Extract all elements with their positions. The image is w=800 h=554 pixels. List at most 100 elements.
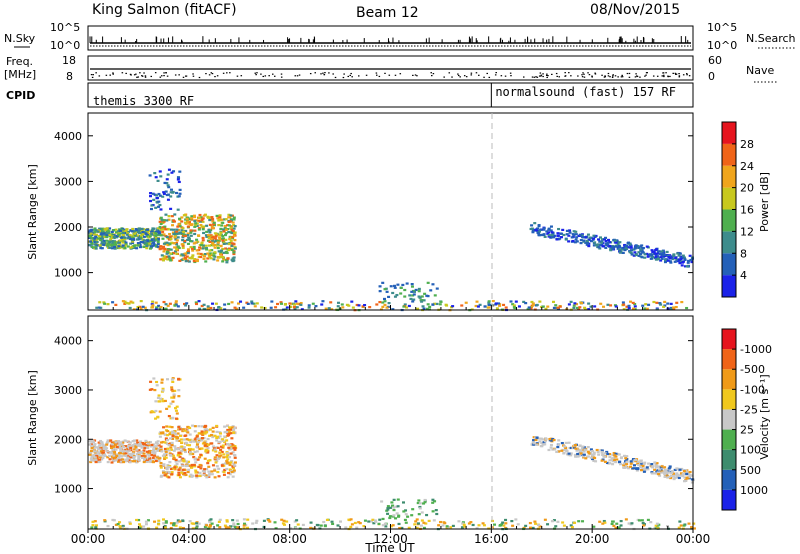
scatter-cell: [200, 219, 204, 222]
scatter-cell: [653, 468, 657, 471]
scatter-cell: [165, 407, 169, 410]
scatter-cell: [103, 235, 107, 239]
scatter-cell: [350, 523, 354, 526]
scatter-cell: [184, 252, 188, 255]
scatter-cell: [385, 306, 389, 309]
scatter-cell: [205, 467, 209, 471]
scatter-cell: [136, 243, 140, 246]
scatter-cell: [186, 220, 190, 223]
scatter-cell: [586, 241, 590, 244]
scatter-cell: [195, 443, 199, 446]
colorbar-swatch: [722, 209, 736, 232]
scatter-cell: [190, 463, 194, 467]
scatter-cell: [150, 230, 154, 233]
scatter-cell: [583, 236, 587, 239]
scatter-cell: [131, 460, 135, 463]
scatter-cell: [690, 478, 694, 481]
scatter-cell: [174, 448, 178, 451]
scatter-cell: [169, 207, 173, 210]
scatter-cell: [175, 252, 179, 255]
scatter-cell: [148, 235, 152, 238]
scatter-cell: [292, 303, 296, 306]
nave-point: [388, 74, 391, 76]
scatter-cell: [212, 223, 216, 226]
scatter-cell: [175, 248, 179, 251]
scatter-cell: [99, 238, 103, 242]
scatter-cell: [180, 441, 184, 444]
scatter-cell: [403, 288, 407, 292]
scatter-cell: [184, 304, 188, 307]
scatter-cell: [213, 243, 217, 247]
scatter-cell: [160, 450, 164, 453]
scatter-cell: [123, 247, 127, 250]
scatter-cell: [183, 221, 187, 224]
scatter-cell: [583, 306, 587, 309]
scatter-cell: [330, 520, 334, 523]
scatter-cell: [438, 303, 442, 306]
scatter-cell: [185, 255, 189, 258]
scatter-cell: [207, 443, 211, 446]
scatter-cell: [132, 445, 136, 448]
scatter-cell: [578, 233, 582, 236]
scatter-cell: [539, 437, 543, 440]
scatter-cell: [180, 449, 184, 452]
scatter-cell: [129, 444, 133, 447]
scatter-cell: [251, 522, 255, 525]
scatter-cell: [217, 224, 221, 227]
nave-point: [130, 74, 132, 76]
scatter-cell: [402, 305, 406, 308]
scatter-cell: [418, 505, 422, 509]
scatter-cell: [112, 441, 116, 444]
scatter-cell: [178, 217, 182, 220]
scatter-cell: [646, 518, 650, 522]
scatter-cell: [384, 525, 388, 528]
scatter-cell: [166, 447, 170, 450]
scatter-cell: [548, 438, 552, 441]
scatter-cell: [250, 300, 254, 303]
scatter-cell: [385, 290, 389, 293]
scatter-cell: [572, 306, 576, 309]
scatter-cell: [102, 232, 106, 235]
scatter-cell: [118, 457, 122, 461]
scatter-cell: [587, 238, 591, 241]
scatter-cell: [139, 234, 143, 237]
scatter-cell: [90, 245, 94, 249]
scatter-cell: [392, 506, 396, 509]
scatter-cell: [407, 304, 411, 308]
scatter-cell: [428, 305, 432, 309]
scatter-cell: [98, 234, 102, 238]
scatter-cell: [186, 431, 190, 434]
nave-point: [612, 75, 614, 77]
scatter-cell: [619, 524, 623, 527]
scatter-cell: [279, 302, 283, 305]
scatter-cell: [226, 462, 230, 465]
scatter-cell: [167, 215, 171, 218]
scatter-cell: [142, 449, 146, 452]
scatter-cell: [220, 218, 224, 221]
scatter-cell: [225, 251, 229, 255]
scatter-cell: [232, 218, 236, 221]
scatter-cell: [414, 288, 418, 292]
scatter-cell: [163, 525, 167, 528]
scatter-cell: [212, 221, 216, 224]
scatter-cell: [185, 217, 189, 220]
scatter-cell: [582, 239, 586, 242]
scatter-cell: [398, 527, 402, 530]
scatter-cell: [180, 231, 184, 235]
scatter-cell: [214, 239, 218, 242]
scatter-cell: [511, 524, 515, 527]
scatter-cell: [314, 305, 318, 308]
scatter-cell: [295, 306, 299, 309]
scatter-cell: [231, 451, 235, 454]
scatter-cell: [580, 234, 584, 237]
scatter-cell: [93, 456, 97, 459]
scatter-cell: [546, 232, 550, 235]
scatter-cell: [195, 435, 199, 438]
scatter-cell: [148, 247, 152, 250]
scatter-cell: [633, 251, 637, 254]
scatter-cell: [322, 520, 326, 524]
scatter-cell: [180, 216, 184, 219]
scatter-cell: [135, 518, 139, 522]
scatter-cell: [529, 307, 533, 310]
noise-left-tick-bottom: 10^0: [50, 39, 80, 52]
